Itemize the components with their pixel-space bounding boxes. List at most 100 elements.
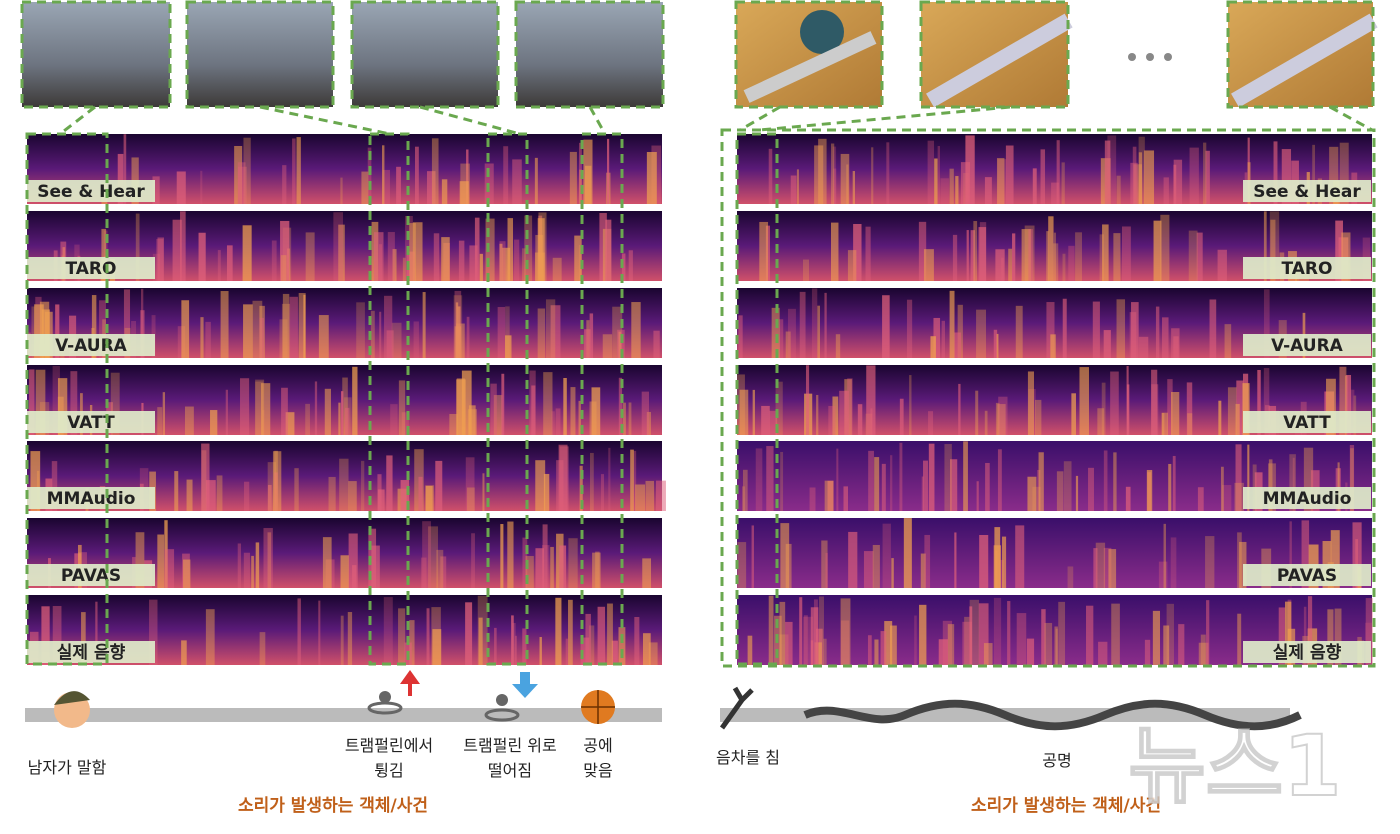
spectrogram-stripe — [899, 442, 903, 511]
spectrogram-stripe — [1235, 444, 1242, 511]
spectrogram-stripe — [617, 329, 625, 358]
spectrogram-stripe — [954, 532, 957, 588]
spectrogram-stripe — [1056, 471, 1064, 511]
spectrogram-stripe — [1028, 229, 1033, 281]
spectrogram-stripe — [962, 621, 972, 665]
event-label: 트램펄린 위로 — [463, 736, 556, 755]
spectrogram-stripe — [465, 457, 475, 511]
spectrogram-stripe — [390, 404, 398, 435]
spectrogram-stripe — [412, 222, 423, 281]
method-label: VATT — [1283, 413, 1331, 433]
spectrogram-stripe — [318, 600, 321, 665]
spectrogram-stripe — [602, 334, 613, 358]
spectrogram-stripe — [1326, 378, 1336, 435]
spectrogram-stripe — [344, 407, 350, 435]
spectrogram-stripe — [1350, 448, 1354, 511]
spectrogram-stripe — [282, 165, 287, 204]
spectrogram-stripe — [933, 317, 941, 358]
spectrogram-stripe — [52, 365, 60, 435]
spectrogram-stripe — [220, 291, 229, 358]
spectrogram-stripe — [589, 452, 594, 511]
spectrogram-stripe — [952, 234, 958, 281]
spectrogram-stripe — [522, 248, 526, 281]
spectrogram-stripe — [965, 135, 975, 204]
spectrogram-stripe — [237, 166, 247, 204]
spectrogram-stripe — [1200, 634, 1206, 665]
method-label: TARO — [66, 259, 117, 279]
spectrogram-stripe — [975, 390, 979, 435]
spectrogram-stripe — [996, 333, 999, 358]
spectrogram-stripe — [966, 230, 969, 281]
spectrogram-stripe — [467, 409, 477, 435]
spectrogram-stripe — [840, 153, 850, 204]
spectrogram-stripe — [522, 537, 528, 588]
spectrogram-stripe — [414, 146, 419, 204]
spectrogram-stripe — [285, 412, 295, 435]
spectrogram-stripe — [41, 309, 50, 358]
spectrogram-stripe — [954, 332, 961, 358]
spectrogram-stripe — [1021, 229, 1031, 281]
spectrogram-stripe — [1012, 233, 1016, 281]
spectrogram-stripe — [531, 385, 536, 435]
spectrogram-stripe — [261, 383, 271, 435]
spectrogram-stripe — [255, 379, 265, 435]
spectrogram-stripe — [367, 147, 372, 204]
method-label: PAVAS — [61, 566, 121, 586]
spectrogram-stripe — [1093, 548, 1098, 588]
spectrogram-stripe — [803, 616, 813, 665]
spectrogram: See & Hear — [737, 134, 1372, 204]
spectrogram-stripe — [243, 137, 251, 204]
spectrogram-stripe — [779, 319, 784, 358]
method-label: PAVAS — [1277, 566, 1337, 586]
spectrogram-stripe — [836, 448, 839, 511]
spectrogram-stripe — [642, 558, 652, 588]
spectrogram-stripe — [920, 553, 926, 588]
spectrogram-stripe — [852, 171, 855, 204]
spectrogram-stripe — [799, 291, 806, 358]
timeline — [25, 670, 1302, 731]
spectrogram-stripe — [1079, 367, 1089, 435]
spectrogram-stripe — [918, 221, 927, 281]
event-label: 공에 — [583, 736, 612, 755]
spectrogram-stripe — [1220, 466, 1224, 511]
spectrogram-stripe — [1044, 622, 1053, 665]
spectrogram-stripe — [183, 559, 191, 588]
spectrogram-stripe — [511, 615, 514, 665]
spectrogram: MMAudio — [737, 441, 1372, 511]
spectrogram-stripe — [589, 625, 595, 665]
spectrogram-stripe — [401, 412, 409, 435]
spectrogram-stripe — [830, 222, 839, 281]
spectrogram-stripe — [55, 304, 60, 358]
spectrogram-stripe — [343, 397, 352, 435]
spectrogram-stripe — [1161, 412, 1168, 435]
spectrogram-stripe — [41, 606, 50, 665]
spectrogram-stripe — [882, 295, 890, 358]
spectrogram-stripe — [809, 487, 816, 511]
spectrogram-stripe — [1187, 413, 1193, 435]
spectrogram-stripe — [1040, 149, 1046, 204]
spectrogram-stripe — [976, 481, 979, 511]
spectrogram-stripe — [1234, 482, 1244, 511]
spectrogram-stripe — [259, 632, 266, 665]
spectrogram-stripe — [512, 159, 522, 204]
spectrogram-stripe — [400, 480, 410, 511]
spectrogram-stripe — [752, 389, 755, 435]
spectrogram-stripe — [186, 479, 193, 511]
spectrogram-stripe — [1173, 336, 1179, 358]
spectrogram-stripe — [1103, 330, 1111, 358]
spectrogram-stripe — [891, 558, 894, 588]
spectrogram-stripe — [1329, 146, 1339, 204]
spectrogram-stripe — [1034, 399, 1042, 435]
spectrogram-stripe — [51, 461, 58, 511]
spectrogram-stripe — [621, 253, 626, 281]
spectrogram-stripe — [903, 518, 912, 588]
spectrogram-stripe — [771, 307, 780, 358]
spectrogram-stripe — [799, 597, 803, 665]
spectrogram-stripe — [847, 250, 857, 281]
spectrogram-stripe — [840, 620, 850, 665]
spectrogram-stripe — [1218, 400, 1222, 435]
spectrogram-stripe — [979, 534, 989, 588]
spectrogram-stripe — [1345, 375, 1352, 435]
spectrogram-stripe — [164, 520, 168, 588]
spectrogram-stripe — [1170, 537, 1177, 588]
